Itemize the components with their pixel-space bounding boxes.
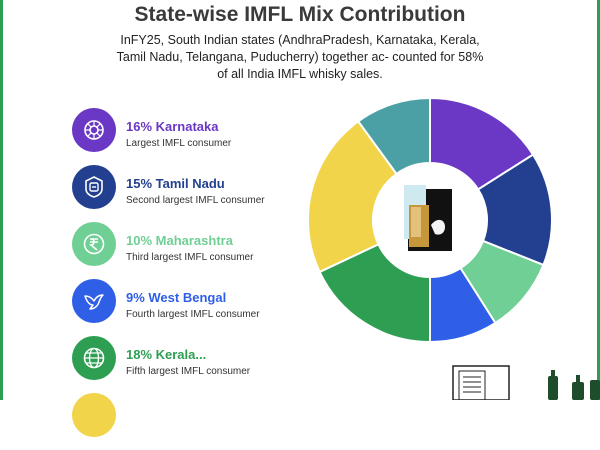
bottle-icon [548,376,558,400]
legend-head-maharashtra: 10% Maharashtra [126,233,233,248]
legend-item-west-bengal: 9% West Bengal Fourth largest IMFL consu… [72,279,332,336]
legend-circle-karnataka [72,108,116,152]
legend-item-maharashtra: 10% Maharashtra Third largest IMFL consu… [72,222,332,279]
donut-slice-other-5 [307,119,398,274]
page-title: State-wise IMFL Mix Contribution [134,3,466,26]
bottle-icon [590,380,600,400]
frame-right-border [597,0,600,400]
rupee-coin-icon [83,233,105,255]
page-subtitle: InFY25, South Indian states (AndhraPrade… [116,33,484,81]
legend-desc-kerala: Fifth largest IMFL consumer [126,366,251,377]
ice-cube [431,219,445,235]
frame-left-border [0,0,3,400]
tamil-nadu-emblem-icon [85,176,103,198]
legend-item-karnataka: 16% Karnataka Largest IMFL consumer [72,108,332,165]
bar-shelf-illustration [452,365,600,400]
legend-circle-west-bengal [72,279,116,323]
donut-chart [307,96,553,344]
legend-circle-maharashtra [72,222,116,266]
legend-circle-tamil-nadu [72,165,116,209]
legend-head-west-bengal: 9% West Bengal [126,290,227,305]
globe-icon [83,347,105,369]
legend-item-partial [72,393,332,450]
legend-item-tamil-nadu: 15% Tamil Nadu Second largest IMFL consu… [72,165,332,222]
donut-slice-other-6 [356,96,431,176]
bottle-icon [572,382,584,400]
legend-desc-west-bengal: Fourth largest IMFL consumer [126,309,260,320]
karnataka-emblem-icon [84,120,104,140]
legend-circle-kerala [72,336,116,380]
legend-desc-karnataka: Largest IMFL consumer [126,138,232,149]
legend: 16% Karnataka Largest IMFL consumer 15% … [72,108,332,450]
legend-head-kerala: 18% Kerala... [126,347,207,362]
whisky-glass-illustration [404,185,452,251]
legend-head-karnataka: 16% Karnataka [126,119,219,134]
legend-desc-tamil-nadu: Second largest IMFL consumer [126,195,265,206]
legend-head-tamil-nadu: 15% Tamil Nadu [126,176,225,191]
legend-desc-maharashtra: Third largest IMFL consumer [126,252,254,263]
bird-icon [84,294,104,310]
whisky-shine [411,207,421,237]
donut-slices [307,96,553,344]
legend-item-kerala: 18% Kerala... Fifth largest IMFL consume… [72,336,332,393]
